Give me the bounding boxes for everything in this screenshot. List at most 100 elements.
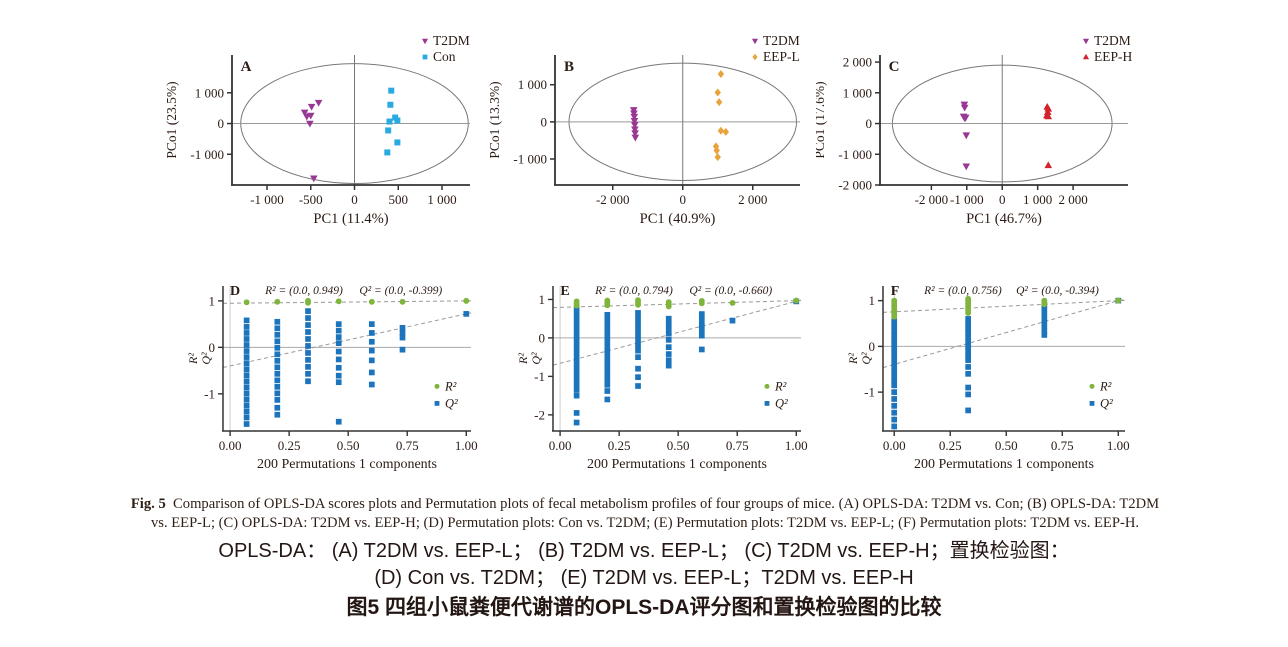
svg-text:T2DM: T2DM <box>433 33 470 48</box>
svg-text:0.50: 0.50 <box>667 438 690 453</box>
chart-svg-A: -1 000 -500 0 500 1 000 -1 000 0 1 000 PC1 (11.4… <box>164 33 470 227</box>
svg-text:EEP-H: EEP-H <box>1094 49 1132 64</box>
svg-text:0.75: 0.75 <box>726 438 749 453</box>
svg-text:2 000: 2 000 <box>1058 192 1087 207</box>
svg-text:200 Permutations 1 components: 200 Permutations 1 components <box>257 457 437 472</box>
svg-text:-1 000: -1 000 <box>950 192 984 207</box>
svg-text:1 000: 1 000 <box>195 85 224 100</box>
svg-text:-1 000: -1 000 <box>838 147 872 162</box>
svg-text:R²: R² <box>444 379 457 393</box>
svg-text:F: F <box>891 284 900 299</box>
svg-text:T2DM: T2DM <box>763 33 800 48</box>
svg-text:-1: -1 <box>204 386 215 401</box>
svg-text:-1: -1 <box>534 369 545 384</box>
chinese-figure-title: 图5 四组小鼠粪便代谢谱的OPLS-DA评分图和置换检验图的比较 <box>346 596 942 619</box>
svg-text:0: 0 <box>999 192 1006 207</box>
svg-text:2 000: 2 000 <box>738 192 767 207</box>
svg-text:0: 0 <box>869 339 876 354</box>
svg-text:Q²: Q² <box>445 396 458 410</box>
svg-text:PCo1 (23.5%): PCo1 (23.5%) <box>164 81 179 158</box>
svg-text:R²: R² <box>846 353 860 365</box>
svg-text:200 Permutations 1 components: 200 Permutations 1 components <box>914 457 1094 472</box>
figure-caption-text: Comparison of OPLS-DA scores plots and P… <box>150 495 1160 531</box>
svg-text:Q²: Q² <box>529 352 543 365</box>
svg-text:D: D <box>230 284 240 299</box>
svg-text:-2 000: -2 000 <box>596 192 630 207</box>
svg-text:1.00: 1.00 <box>1107 438 1130 453</box>
svg-text:Q² = (0.0, -0.660): Q² = (0.0, -0.660) <box>689 285 772 297</box>
svg-text:1: 1 <box>869 293 876 308</box>
figure-number-label: Fig. 5 <box>130 495 166 512</box>
svg-text:0: 0 <box>218 116 225 131</box>
svg-text:0.00: 0.00 <box>219 438 242 453</box>
svg-text:Con: Con <box>433 49 456 64</box>
svg-text:PC1 (46.7%): PC1 (46.7%) <box>966 211 1042 227</box>
svg-text:2 000: 2 000 <box>843 55 872 70</box>
opls-da-score-plot-c: -2 000 -1 000 0 1 000 2 000 -2 000 -1 000 0 1 00… <box>812 33 1141 238</box>
svg-text:Q² = (0.0, -0.399): Q² = (0.0, -0.399) <box>359 285 442 297</box>
svg-text:R²: R² <box>774 379 787 393</box>
svg-text:-2: -2 <box>534 407 545 422</box>
svg-text:-1 000: -1 000 <box>250 192 284 207</box>
svg-text:-1 000: -1 000 <box>190 147 224 162</box>
opls-da-score-plot-a: -1 000 -500 0 500 1 000 -1 000 0 1 000 PC1 (11.4… <box>158 33 480 238</box>
svg-text:R²: R² <box>1099 379 1112 393</box>
svg-text:R²: R² <box>186 353 200 365</box>
svg-text:-500: -500 <box>299 192 323 207</box>
svg-text:1: 1 <box>209 293 216 308</box>
svg-text:0: 0 <box>541 114 548 129</box>
svg-text:-1: -1 <box>864 385 875 400</box>
permutation-plot-e: 0.00 0.25 0.50 0.75 1.00 -2 -1 0 1 200 Permutatio… <box>513 272 813 482</box>
svg-text:R²: R² <box>516 353 530 365</box>
svg-text:1 000: 1 000 <box>1023 192 1052 207</box>
svg-text:1.00: 1.00 <box>785 438 808 453</box>
svg-text:A: A <box>241 59 252 75</box>
chart-svg-F: 0.00 0.25 0.50 0.75 1.00 -1 0 1 200 Permutations… <box>846 284 1130 472</box>
svg-text:Q²: Q² <box>859 352 873 365</box>
svg-text:0: 0 <box>209 340 216 355</box>
svg-text:EEP-L: EEP-L <box>763 49 800 64</box>
svg-text:1 000: 1 000 <box>518 77 547 92</box>
svg-text:Q²: Q² <box>775 396 788 410</box>
svg-text:0: 0 <box>539 330 546 345</box>
svg-text:PCo1 (17.6%): PCo1 (17.6%) <box>816 81 827 158</box>
chart-svg-D: 0.00 0.25 0.50 0.75 1.00 -1 0 1 200 Permutations… <box>186 284 478 472</box>
svg-text:Q²: Q² <box>1100 396 1113 410</box>
svg-text:500: 500 <box>389 192 409 207</box>
svg-text:PC1 (11.4%): PC1 (11.4%) <box>313 211 388 227</box>
chart-svg-E: 0.00 0.25 0.50 0.75 1.00 -2 -1 0 1 200 Permutatio… <box>516 284 808 472</box>
svg-text:1 000: 1 000 <box>427 192 456 207</box>
svg-text:0.50: 0.50 <box>337 438 360 453</box>
svg-text:0.00: 0.00 <box>549 438 572 453</box>
svg-text:0.25: 0.25 <box>939 438 962 453</box>
svg-text:0.25: 0.25 <box>608 438 631 453</box>
svg-text:B: B <box>564 59 574 75</box>
svg-text:-2 000: -2 000 <box>838 178 872 193</box>
svg-text:0.75: 0.75 <box>1051 438 1074 453</box>
svg-text:E: E <box>560 284 569 299</box>
opls-da-score-plot-b: -2 000 0 2 000 -1 000 0 1 000 PC1 (40.9%) PCo1 … <box>487 33 810 238</box>
svg-text:0: 0 <box>866 116 873 131</box>
svg-text:0.25: 0.25 <box>278 438 301 453</box>
svg-text:C: C <box>889 59 900 75</box>
svg-text:PCo1 (13.3%): PCo1 (13.3%) <box>488 81 502 158</box>
svg-text:Q² = (0.0, -0.394): Q² = (0.0, -0.394) <box>1016 285 1099 297</box>
svg-text:-2 000: -2 000 <box>915 192 949 207</box>
svg-text:Q²: Q² <box>199 352 213 365</box>
svg-text:R² = (0.0, 0.794): R² = (0.0, 0.794) <box>594 285 673 297</box>
svg-text:1 000: 1 000 <box>843 85 872 100</box>
svg-text:1.00: 1.00 <box>455 438 478 453</box>
chinese-caption: OPLS-DA： (A) T2DM vs. EEP-L； (B) T2DM vs… <box>0 538 1288 622</box>
svg-text:T2DM: T2DM <box>1094 33 1131 48</box>
chinese-caption-line2: (D) Con vs. T2DM； (E) T2DM vs. EEP-L；T2D… <box>374 567 914 589</box>
permutation-plot-f: 0.00 0.25 0.50 0.75 1.00 -1 0 1 200 Permutations… <box>843 272 1138 482</box>
svg-text:0.75: 0.75 <box>396 438 419 453</box>
svg-text:0: 0 <box>351 192 358 207</box>
svg-text:-1 000: -1 000 <box>513 152 547 167</box>
svg-text:R² = (0.0, 0.949): R² = (0.0, 0.949) <box>264 285 343 297</box>
svg-text:R² = (0.0, 0.756): R² = (0.0, 0.756) <box>923 285 1002 297</box>
chart-svg-B: -2 000 0 2 000 -1 000 0 1 000 PC1 (40.9%) PCo1 … <box>487 33 800 227</box>
svg-text:PC1 (40.9%): PC1 (40.9%) <box>640 211 716 227</box>
